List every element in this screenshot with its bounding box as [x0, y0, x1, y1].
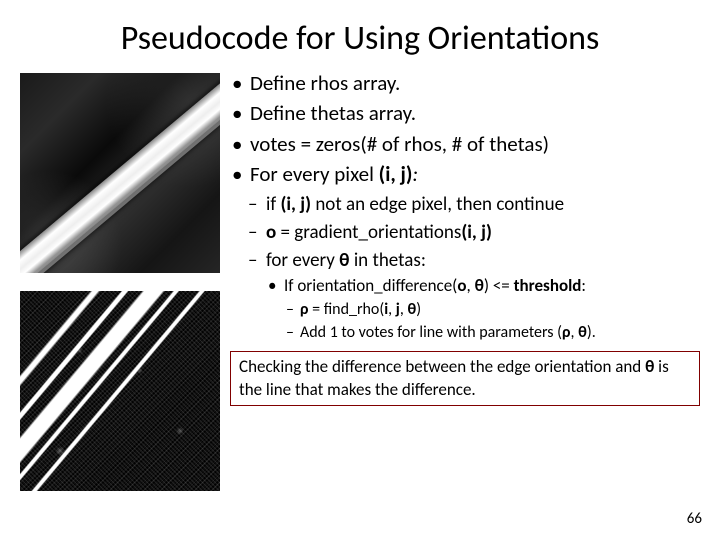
sub-item: for every θ in thetas: — [228, 248, 700, 274]
sub2-item: If orientation_difference(o, θ) <= thres… — [228, 275, 700, 298]
sub3-item: ρ = find_rho(i, j, θ) — [228, 299, 700, 321]
sub3-item: Add 1 to votes for line with parameters … — [228, 322, 700, 344]
text-column: Define rhos array. Define thetas array. … — [220, 69, 700, 491]
page-number: 66 — [687, 510, 702, 528]
main-bullets: Define rhos array. Define thetas array. … — [228, 69, 700, 188]
slide-title: Pseudocode for Using Orientations — [0, 0, 720, 69]
bullet-item: For every pixel (i, j): — [228, 160, 700, 188]
sub-item: o = gradient_orientations(i, j) — [228, 220, 700, 246]
sub2-bullets: If orientation_difference(o, θ) <= thres… — [228, 275, 700, 298]
bullet-item: Define rhos array. — [228, 69, 700, 97]
sub-bullets: if (i, j) not an edge pixel, then contin… — [228, 192, 700, 273]
content-area: Define rhos array. Define thetas array. … — [0, 69, 720, 491]
highlight-box: Checking the difference between the edge… — [230, 351, 700, 405]
images-column — [20, 69, 220, 491]
sub-item: if (i, j) not an edge pixel, then contin… — [228, 192, 700, 218]
edge-image — [20, 291, 220, 491]
sub3-bullets: ρ = find_rho(i, j, θ) Add 1 to votes for… — [228, 299, 700, 343]
bullet-item: Define thetas array. — [228, 99, 700, 127]
road-image — [20, 73, 220, 273]
bullet-item: votes = zeros(# of rhos, # of thetas) — [228, 130, 700, 158]
